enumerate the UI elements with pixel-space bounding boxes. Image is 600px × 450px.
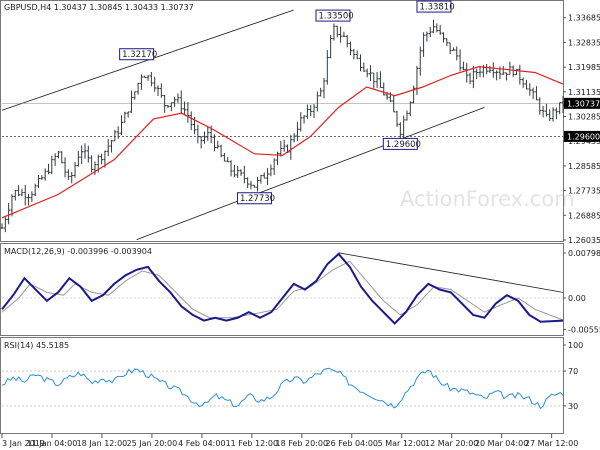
macd-axis-tick-label: 0.007983 bbox=[568, 249, 600, 258]
x-axis-tick-label: 5 Mar 12:00 bbox=[378, 439, 426, 448]
x-axis-tick-label: 3 Jan 2019 bbox=[2, 439, 45, 448]
macd-line bbox=[1, 252, 564, 325]
price-annotation-label: 1.33810 bbox=[419, 3, 454, 13]
rsi-panel-title: RSI(14) 45.5185 bbox=[4, 341, 69, 350]
rsi-axis-tick-label: 30 bbox=[568, 402, 578, 411]
watermark-text: ActionForex.com bbox=[400, 187, 575, 211]
macd-panel-title: MACD(12,26,9) -0.003996 -0.003904 bbox=[4, 247, 152, 256]
rsi-axis-tick-label: 70 bbox=[568, 367, 578, 376]
price-axis-tick-label: 1.28585 bbox=[568, 162, 600, 171]
macd-axis-tick-label: -0.005559 bbox=[568, 325, 600, 334]
rsi-line bbox=[1, 367, 564, 410]
price-axis-tick-label: 1.31135 bbox=[568, 88, 600, 97]
price-axis-tick-label: 1.30285 bbox=[568, 113, 600, 122]
price-axis-tick-label: 1.32835 bbox=[568, 38, 600, 47]
price-panel-frame bbox=[0, 0, 564, 242]
x-axis-tick-label: 11 Jan 04:00 bbox=[27, 439, 78, 448]
price-annotation-box bbox=[416, 0, 452, 13]
macd-axis-tick-label: 0.00 bbox=[568, 294, 586, 303]
rsi-axis-tick-label: 100 bbox=[568, 341, 583, 350]
x-axis-tick-label: 4 Feb 04:00 bbox=[178, 439, 225, 448]
price-panel: 1.336851.328351.319851.311351.302851.294… bbox=[0, 0, 600, 245]
x-axis-tick-label: 12 Mar 20:00 bbox=[425, 439, 478, 448]
price-axis-tick-label: 1.26885 bbox=[568, 211, 600, 220]
support-price-label: 1.29600 bbox=[567, 132, 600, 141]
x-axis-tick-label: 11 Feb 12:00 bbox=[226, 439, 278, 448]
current-price-label: 1.30737 bbox=[567, 99, 600, 108]
channel-lower-line bbox=[136, 106, 485, 240]
x-axis-tick-label: 18 Jan 12:00 bbox=[77, 439, 128, 448]
x-axis-tick-label: 27 Mar 12:00 bbox=[525, 439, 578, 448]
macd-trendline bbox=[338, 252, 564, 293]
rsi-panel: 100 70 30 bbox=[1, 341, 583, 411]
price-annotation-label: 1.29600 bbox=[386, 140, 421, 150]
price-annotation-box bbox=[315, 9, 351, 22]
price-panel-title: GBPUSD,H4 1.30437 1.30845 1.30433 1.3073… bbox=[4, 3, 194, 12]
price-axis-tick-label: 1.26035 bbox=[568, 236, 600, 245]
x-axis-tick-label: 26 Feb 04:00 bbox=[326, 439, 378, 448]
price-annotation-box bbox=[119, 48, 155, 61]
price-annotation-label: 1.32170 bbox=[122, 50, 157, 60]
x-axis-tick-label: 25 Jan 20:00 bbox=[127, 439, 178, 448]
macd-panel: 0.007983 0.00 -0.005559 bbox=[1, 249, 600, 334]
support-price-label-box bbox=[564, 130, 600, 142]
price-annotation-box bbox=[236, 192, 272, 205]
price-axis-tick-label: 1.27735 bbox=[568, 187, 600, 196]
price-axis-tick-label: 1.31985 bbox=[568, 63, 600, 72]
moving-average-line bbox=[1, 66, 564, 219]
current-price-label-box bbox=[564, 97, 600, 109]
price-axis-tick-label: 1.33685 bbox=[568, 14, 600, 23]
price-annotation-label: 1.33500 bbox=[318, 12, 353, 22]
price-annotation-label: 1.27730 bbox=[240, 194, 275, 204]
rsi-panel-frame bbox=[0, 337, 564, 434]
price-annotation-box bbox=[382, 137, 418, 150]
x-axis-tick-label: 20 Mar 04:00 bbox=[475, 439, 528, 448]
macd-panel-frame bbox=[0, 243, 564, 336]
x-axis-tick-label: 18 Feb 20:00 bbox=[276, 439, 328, 448]
